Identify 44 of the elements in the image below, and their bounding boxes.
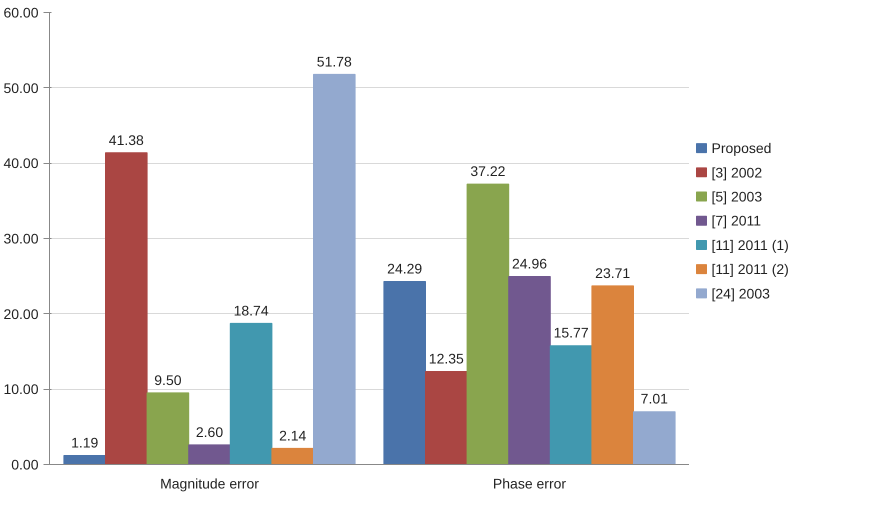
y-tick-label: 50.00 bbox=[3, 80, 39, 96]
bar bbox=[105, 152, 148, 464]
data-label: 12.35 bbox=[428, 350, 464, 366]
x-tick-label: Phase error bbox=[492, 476, 566, 492]
bar bbox=[63, 455, 106, 464]
data-label: 2.14 bbox=[279, 427, 307, 444]
legend-label: [24] 2003 bbox=[712, 285, 770, 302]
data-label: 15.77 bbox=[554, 324, 589, 341]
legend-label: [7] 2011 bbox=[712, 212, 762, 229]
legend-label: [3] 2002 bbox=[712, 164, 762, 180]
data-label: 18.74 bbox=[234, 302, 269, 318]
data-label: 23.71 bbox=[595, 264, 630, 281]
data-label: 2.60 bbox=[196, 424, 224, 440]
bar bbox=[146, 392, 190, 464]
bar bbox=[466, 184, 510, 464]
bar bbox=[271, 448, 314, 464]
data-label: 24.29 bbox=[387, 260, 422, 277]
data-label: 51.78 bbox=[316, 53, 352, 70]
bar bbox=[188, 444, 231, 464]
data-label: 24.96 bbox=[512, 255, 548, 272]
y-tick-label: 60.00 bbox=[3, 4, 39, 20]
y-tick-label: 40.00 bbox=[3, 155, 39, 172]
y-tick-label: 10.00 bbox=[3, 381, 39, 398]
legend-label: [11] 2011 (1) bbox=[712, 236, 789, 253]
legend-label: [11] 2011 (2) bbox=[712, 261, 789, 278]
bar bbox=[550, 345, 592, 464]
data-label: 9.50 bbox=[154, 372, 182, 388]
bar bbox=[383, 281, 426, 464]
bar bbox=[230, 322, 272, 464]
bar bbox=[633, 411, 676, 464]
data-label: 1.19 bbox=[71, 434, 99, 451]
bar bbox=[591, 285, 634, 464]
legend-label: Proposed bbox=[712, 140, 772, 156]
data-label: 41.38 bbox=[108, 132, 144, 148]
legend-label: [5] 2003 bbox=[712, 188, 762, 205]
bar bbox=[425, 370, 468, 464]
bar bbox=[313, 74, 356, 464]
y-tick-label: 20.00 bbox=[3, 306, 39, 322]
x-tick-label: Magnitude error bbox=[160, 476, 260, 492]
data-label: 37.22 bbox=[470, 163, 506, 180]
bar bbox=[508, 276, 551, 464]
data-label: 7.01 bbox=[640, 390, 668, 407]
y-tick-label: 30.00 bbox=[3, 230, 39, 246]
y-tick-label: 0.00 bbox=[11, 456, 39, 472]
